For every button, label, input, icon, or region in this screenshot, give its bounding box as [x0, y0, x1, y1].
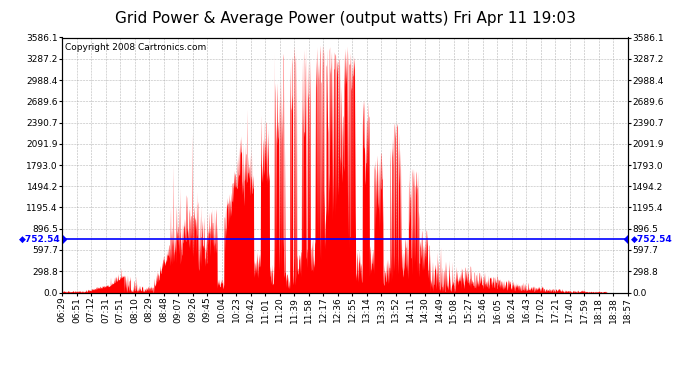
Text: Grid Power & Average Power (output watts) Fri Apr 11 19:03: Grid Power & Average Power (output watts… — [115, 11, 575, 26]
Text: ◆752.54: ◆752.54 — [19, 234, 61, 243]
Text: Copyright 2008 Cartronics.com: Copyright 2008 Cartronics.com — [65, 43, 206, 52]
Text: ◆752.54: ◆752.54 — [631, 234, 673, 243]
